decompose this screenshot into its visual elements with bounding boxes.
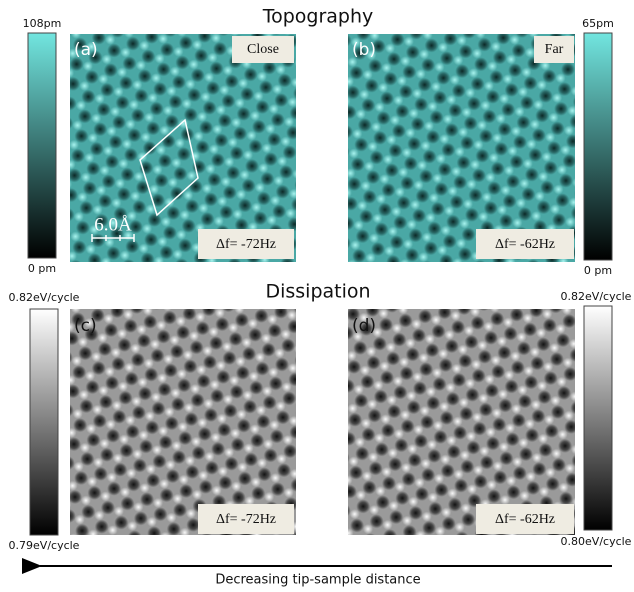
colorbar — [584, 306, 612, 530]
panel-tag: Far — [545, 42, 564, 57]
frequency-shift: Δf= -62Hz — [495, 512, 555, 527]
frequency-shift: Δf= -72Hz — [216, 237, 276, 252]
scale-bar-label: 6.0Å — [94, 214, 132, 235]
frequency-shift: Δf= -72Hz — [216, 512, 276, 527]
colorbar-min: 0.80eV/cycle — [561, 535, 632, 548]
panel-label: (c) — [74, 316, 97, 336]
colorbar-min: 0 pm — [584, 264, 612, 277]
section-title: Dissipation — [265, 281, 370, 303]
figure: Topography Dissipation 108pm 0 pm 65pm 0… — [0, 0, 634, 592]
colorbar-min: 0 pm — [28, 262, 56, 275]
afm-image — [348, 309, 575, 535]
colorbar — [28, 33, 56, 258]
afm-image — [70, 309, 296, 535]
colorbar — [584, 33, 612, 260]
section-title: Topography — [262, 6, 374, 28]
colorbar-max: 0.82eV/cycle — [561, 290, 632, 303]
colorbar — [30, 309, 58, 535]
colorbar-min: 0.79eV/cycle — [9, 539, 80, 552]
frequency-shift: Δf= -62Hz — [495, 237, 555, 252]
panel-label: (b) — [352, 40, 376, 60]
afm-image — [348, 34, 575, 262]
panel-tag: Close — [247, 42, 279, 57]
arrow-caption: Decreasing tip-sample distance — [215, 573, 420, 588]
panel-label: (d) — [352, 316, 376, 336]
panel-label: (a) — [74, 40, 98, 60]
colorbar-max: 0.82eV/cycle — [9, 291, 80, 304]
colorbar-max: 65pm — [582, 17, 614, 30]
colorbar-max: 108pm — [23, 17, 62, 30]
